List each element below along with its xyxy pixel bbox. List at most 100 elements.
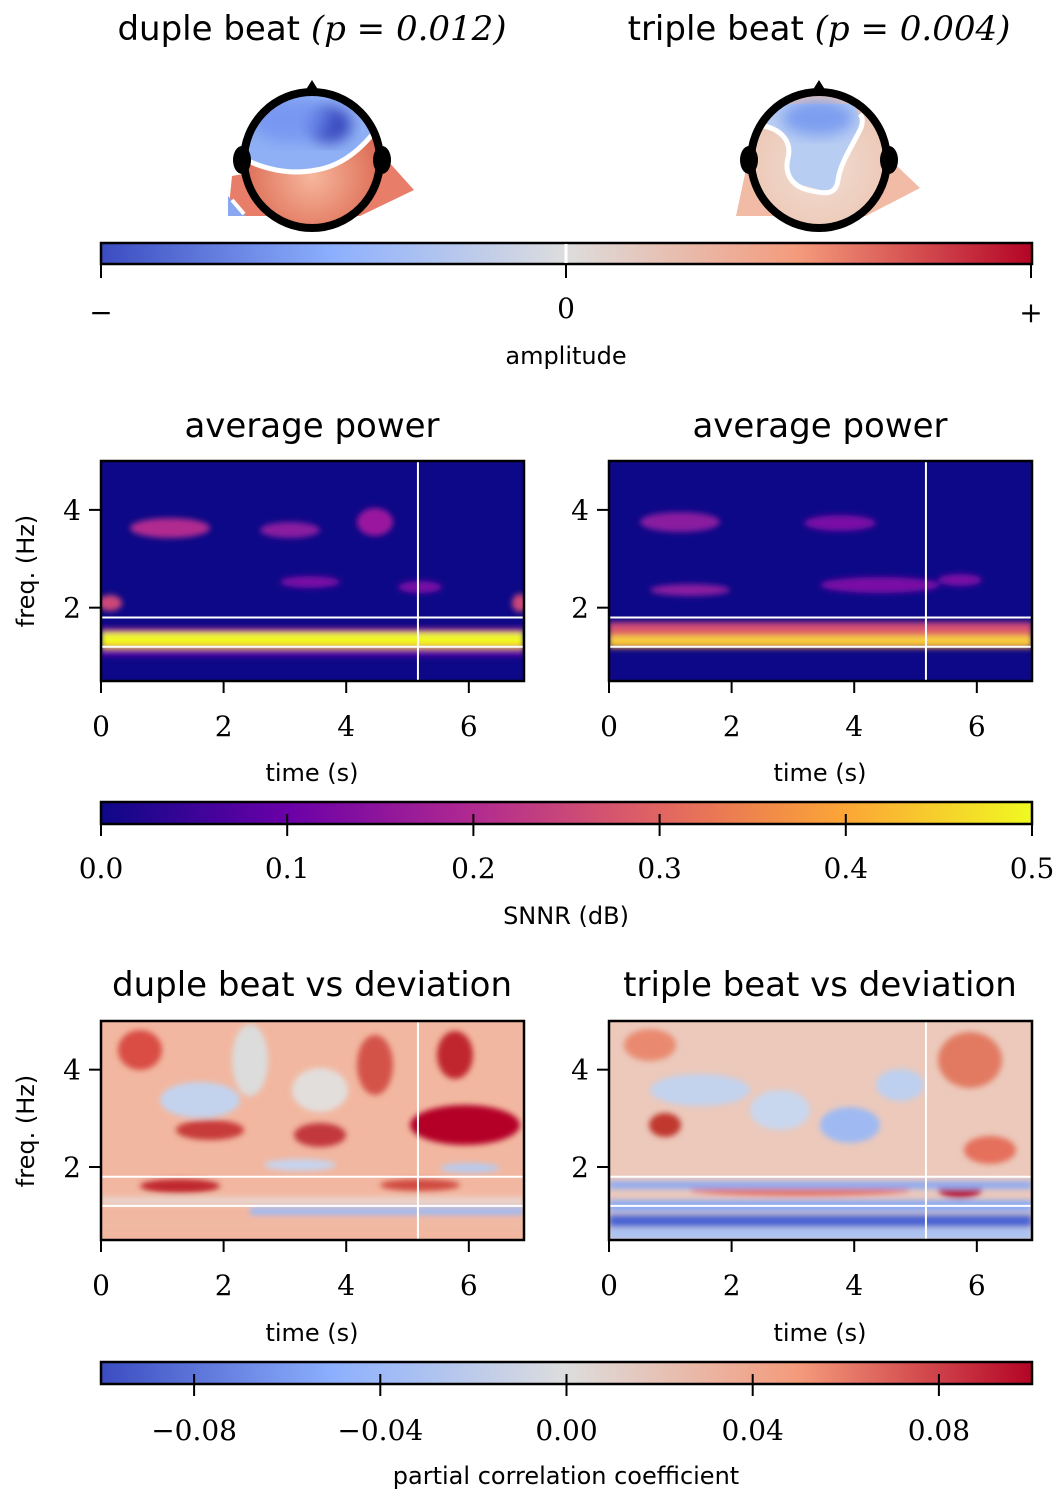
- y-axis: 2 4: [63, 1054, 101, 1184]
- power-band-bright: [609, 636, 1032, 645]
- x-axis: 0 2 4 6: [92, 1240, 478, 1302]
- topomap-duple: duple beat (p = 0.012): [117, 9, 507, 232]
- y-tick-label: 2: [571, 1151, 589, 1184]
- y-axis-label: freq. (Hz): [12, 1075, 40, 1187]
- x-tick-label: 0: [600, 710, 618, 743]
- correlation-blob: [624, 1029, 676, 1061]
- correlation-band: [609, 1181, 1032, 1189]
- topomap-triple-contour: [763, 112, 865, 196]
- correlation-blob: [294, 1123, 346, 1147]
- axes-frame: [99, 1019, 526, 1242]
- panel-triple-vs-deviation: triple beat vs deviation: [571, 965, 1034, 1347]
- correlation-blob: [964, 1136, 1016, 1164]
- correlation-blob: [232, 1024, 268, 1096]
- topomap-duple-nose-icon: [302, 80, 322, 96]
- x-tick-label: 6: [968, 710, 986, 743]
- correlation-blob: [437, 1031, 473, 1079]
- topomap-duple-contour-2: [230, 198, 246, 216]
- x-tick-label: 0: [92, 710, 110, 743]
- x-tick-label: 2: [723, 710, 741, 743]
- power-blob: [804, 515, 876, 531]
- colorbar-snnr-gradient: [99, 800, 1034, 826]
- colorbar-tick-label: 0.2: [451, 852, 496, 885]
- colorbar-tick-label: 0.00: [535, 1414, 597, 1447]
- x-axis-label: time (s): [265, 1319, 358, 1347]
- colorbar-tick-label: 0.1: [265, 852, 310, 885]
- x-tick-label: 6: [460, 1269, 478, 1302]
- colorbar-amplitude-tick-zero: 0: [557, 292, 575, 325]
- topomap-triple-title: triple beat (p = 0.004): [628, 9, 1011, 49]
- colorbar-tick-label: 0.5: [1010, 852, 1055, 885]
- topomap-triple-minimum: [782, 100, 854, 136]
- correlation-band: [609, 1215, 1032, 1227]
- x-tick-label: 0: [600, 1269, 618, 1302]
- x-tick-label: 4: [845, 710, 863, 743]
- topomap-triple-right-ear-icon: [880, 146, 898, 174]
- y-tick-label: 2: [63, 592, 81, 625]
- topomap-triple-nose-icon: [809, 80, 829, 96]
- power-blob: [650, 584, 730, 596]
- correlation-band: [609, 1228, 1032, 1240]
- x-tick-label: 4: [845, 1269, 863, 1302]
- colorbar-tick-label: 0.3: [637, 852, 682, 885]
- x-tick-label: 0: [92, 1269, 110, 1302]
- x-axis-label: time (s): [773, 759, 866, 787]
- panel-average-power-duple-title: average power: [184, 406, 439, 446]
- correlation-band: [101, 1220, 524, 1230]
- x-tick-label: 2: [215, 710, 233, 743]
- x-axis-label: time (s): [773, 1319, 866, 1347]
- correlation-blob: [750, 1090, 810, 1130]
- topomap-duple-right-ear-icon: [373, 146, 391, 174]
- y-axis: 2 4: [63, 494, 101, 625]
- axes-frame: [607, 459, 1034, 683]
- panel-duple-vs-deviation-title: duple beat vs deviation: [112, 965, 512, 1005]
- correlation-blob: [176, 1120, 244, 1140]
- x-axis: 0 2 4 6: [92, 681, 478, 743]
- correlation-blob: [118, 1030, 162, 1070]
- reference-lines: [101, 1021, 524, 1240]
- colorbar-amplitude-tick-minus: −: [89, 296, 112, 329]
- x-axis-label: time (s): [265, 759, 358, 787]
- correlation-blob: [649, 1113, 681, 1137]
- y-tick-label: 2: [63, 1151, 81, 1184]
- reference-lines: [609, 461, 1032, 681]
- panel-average-power-triple-title: average power: [692, 406, 947, 446]
- correlation-blob: [650, 1074, 750, 1106]
- x-tick-label: 4: [337, 710, 355, 743]
- power-blob: [260, 522, 320, 538]
- y-tick-label: 2: [571, 592, 589, 625]
- correlation-band: [101, 1197, 524, 1205]
- reference-lines: [609, 1021, 1032, 1240]
- correlation-blob: [380, 1179, 460, 1191]
- axes-frame: [99, 459, 526, 683]
- x-tick-label: 2: [215, 1269, 233, 1302]
- power-band-upper: [609, 622, 1032, 630]
- x-axis: 0 2 4 6: [600, 681, 986, 743]
- correlation-blob: [876, 1069, 924, 1101]
- correlation-blob: [357, 1035, 393, 1095]
- colorbar-snnr: 0.0 0.1 0.2 0.3 0.4 0.5 SNNR (dB): [79, 800, 1055, 930]
- colorbar-amplitude-tick-plus: +: [1019, 296, 1042, 329]
- power-band-low: [101, 650, 524, 656]
- topomap-triple: triple beat (p = 0.004): [628, 9, 1011, 232]
- y-tick-label: 4: [571, 1054, 589, 1087]
- power-blob: [938, 574, 982, 586]
- colorbar-amplitude: − 0 + amplitude: [89, 241, 1043, 370]
- colorbar-partial-correlation-ticks: −0.08 −0.04 0.00 0.04 0.08: [151, 1374, 970, 1447]
- x-axis: 0 2 4 6: [600, 1240, 986, 1302]
- reference-lines: [101, 461, 524, 681]
- correlation-band: [250, 1207, 524, 1215]
- colorbar-partial-correlation-label: partial correlation coefficient: [393, 1462, 739, 1490]
- x-tick-label: 2: [723, 1269, 741, 1302]
- panel-triple-vs-deviation-title: triple beat vs deviation: [623, 965, 1017, 1005]
- correlation-blob: [160, 1082, 240, 1118]
- colorbar-tick-label: −0.04: [337, 1414, 423, 1447]
- correlation-blob: [292, 1068, 348, 1112]
- correlation-blob: [938, 1032, 1002, 1088]
- y-axis: 2 4: [571, 494, 609, 625]
- y-axis: 2 4: [571, 1054, 609, 1184]
- power-blob: [130, 518, 210, 538]
- power-band-glow: [609, 629, 1032, 637]
- power-band-bright: [101, 633, 524, 647]
